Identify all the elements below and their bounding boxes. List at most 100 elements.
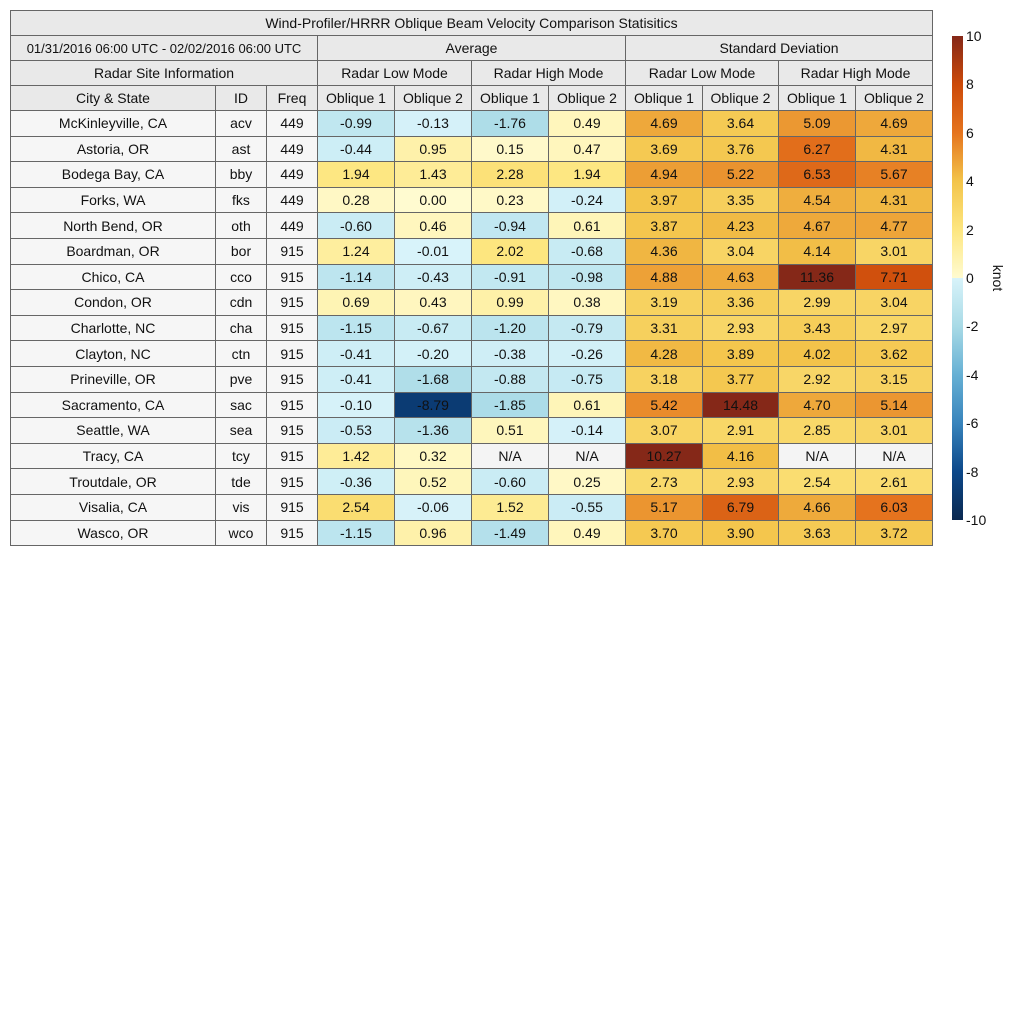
freq-cell: 449 [266, 186, 318, 214]
value-cell: 2.02 [471, 237, 549, 265]
value-cell: 0.49 [548, 110, 626, 137]
table-row: Seattle, WA sea 915 -0.53 -1.36 0.51 -0.14 3.07… [10, 417, 933, 444]
value-cell: 0.15 [471, 135, 549, 163]
column-header: Oblique 1 [317, 85, 395, 111]
value-cell: -0.36 [317, 468, 395, 495]
value-cell: 0.95 [394, 135, 472, 163]
id-cell: ast [215, 135, 267, 163]
value-cell: -0.75 [548, 365, 626, 393]
value-cell: 0.49 [548, 519, 626, 547]
value-cell: 0.46 [394, 212, 472, 239]
table-title: Wind-Profiler/HRRR Oblique Beam Velocity… [10, 10, 933, 36]
table-row: Clayton, NC ctn 915 -0.41 -0.20 -0.38 -0.26 4.2… [10, 340, 933, 367]
value-cell: -0.01 [394, 237, 472, 265]
freq-cell: 449 [266, 212, 318, 239]
freq-cell: 915 [266, 442, 318, 470]
value-cell: 3.69 [625, 135, 703, 163]
value-cell: 4.36 [625, 237, 703, 265]
mode-header: Radar High Mode [778, 60, 933, 86]
value-cell: 5.22 [702, 161, 779, 188]
value-cell: -0.43 [394, 263, 472, 291]
id-cell: acv [215, 110, 267, 137]
value-cell: 2.61 [855, 468, 933, 495]
city-cell: Forks, WA [10, 186, 216, 214]
city-cell: Prineville, OR [10, 365, 216, 393]
id-cell: sea [215, 417, 267, 444]
value-cell: 2.91 [702, 417, 779, 444]
value-cell: -1.15 [317, 314, 395, 342]
value-cell: 6.03 [855, 493, 933, 521]
colorbar-label: knot [990, 264, 1006, 292]
column-header: Oblique 1 [471, 85, 549, 111]
id-cell: cco [215, 263, 267, 291]
freq-cell: 915 [266, 417, 318, 444]
value-cell: 3.62 [855, 340, 933, 367]
value-cell: 0.00 [394, 186, 472, 214]
city-cell: Visalia, CA [10, 493, 216, 521]
table-row: Tracy, CA tcy 915 1.42 0.32 N/A N/A 10.27 4.16 N/… [10, 442, 933, 470]
value-cell: 4.70 [778, 391, 856, 419]
column-header: City & State [10, 85, 216, 111]
value-cell: -1.15 [317, 519, 395, 547]
value-cell: 2.93 [702, 468, 779, 495]
value-cell: -0.14 [548, 417, 626, 444]
value-cell: 3.87 [625, 212, 703, 239]
table-row: Wasco, OR wco 915 -1.15 0.96 -1.49 0.49 3.70 3.9… [10, 519, 933, 547]
freq-cell: 915 [266, 391, 318, 419]
value-cell: -0.60 [471, 468, 549, 495]
value-cell: 2.92 [778, 365, 856, 393]
column-header: Oblique 2 [548, 85, 626, 111]
value-cell: 0.99 [471, 289, 549, 316]
id-cell: vis [215, 493, 267, 521]
value-cell: 0.52 [394, 468, 472, 495]
colorbar-tick: 0 [966, 270, 974, 286]
city-cell: Condon, OR [10, 289, 216, 316]
colorbar-tick: 8 [966, 76, 974, 93]
value-cell: 3.15 [855, 365, 933, 393]
value-cell: 2.93 [702, 314, 779, 342]
colorbar-tick: 2 [966, 221, 974, 238]
value-cell: 4.94 [625, 161, 703, 188]
value-cell: 3.70 [625, 519, 703, 547]
value-cell: 2.54 [317, 493, 395, 521]
average-header: Average [317, 35, 626, 61]
id-cell: pve [215, 365, 267, 393]
freq-cell: 449 [266, 161, 318, 188]
value-cell: 4.31 [855, 186, 933, 214]
value-cell: -0.13 [394, 110, 472, 137]
value-cell: -0.99 [317, 110, 395, 137]
table-row: Astoria, OR ast 449 -0.44 0.95 0.15 0.47 3.69 3.… [10, 135, 933, 163]
id-cell: oth [215, 212, 267, 239]
value-cell: -0.94 [471, 212, 549, 239]
value-cell: 3.90 [702, 519, 779, 547]
value-cell: 11.36 [778, 263, 856, 291]
value-cell: -0.60 [317, 212, 395, 239]
value-cell: 3.36 [702, 289, 779, 316]
value-cell: 4.63 [702, 263, 779, 291]
value-cell: 3.72 [855, 519, 933, 547]
value-cell: -0.53 [317, 417, 395, 444]
city-cell: Chico, CA [10, 263, 216, 291]
value-cell: 0.28 [317, 186, 395, 214]
city-cell: Seattle, WA [10, 417, 216, 444]
value-cell: 3.35 [702, 186, 779, 214]
value-cell: -1.14 [317, 263, 395, 291]
mode-header: Radar Low Mode [317, 60, 472, 86]
id-cell: tcy [215, 442, 267, 470]
column-header: Oblique 1 [778, 85, 856, 111]
value-cell: 5.09 [778, 110, 856, 137]
value-cell: 3.31 [625, 314, 703, 342]
value-cell: 0.69 [317, 289, 395, 316]
value-cell: 4.88 [625, 263, 703, 291]
value-cell: 1.94 [317, 161, 395, 188]
value-cell: 2.54 [778, 468, 856, 495]
value-cell: -0.79 [548, 314, 626, 342]
value-cell: 1.42 [317, 442, 395, 470]
table-row: North Bend, OR oth 449 -0.60 0.46 -0.94 0.61 3.… [10, 212, 933, 239]
table-row: Sacramento, CA sac 915 -0.10 -8.79 -1.85 0.61 5… [10, 391, 933, 419]
city-cell: Wasco, OR [10, 519, 216, 547]
column-header: Freq [266, 85, 318, 111]
value-cell: 1.52 [471, 493, 549, 521]
id-cell: sac [215, 391, 267, 419]
value-cell: -0.06 [394, 493, 472, 521]
